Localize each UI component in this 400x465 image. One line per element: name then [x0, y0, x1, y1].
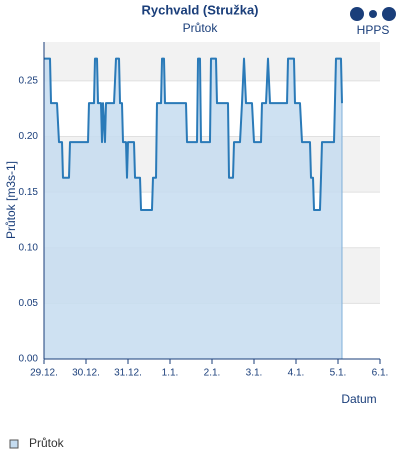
- x-tick-label: 6.1.: [372, 368, 389, 379]
- x-tick-label: 30.12.: [72, 368, 100, 379]
- x-tick-label: 5.1.: [330, 368, 347, 379]
- logo: HPPS: [350, 7, 396, 37]
- y-tick-label: 0.00: [19, 354, 39, 365]
- y-axis-label: Průtok [m3s-1]: [4, 161, 18, 239]
- x-axis-label: Datum: [341, 392, 376, 406]
- x-tick-label: 2.1.: [204, 368, 221, 379]
- y-tick-label: 0.05: [19, 298, 39, 309]
- x-tick-label: 29.12.: [30, 368, 58, 379]
- legend-swatch: [9, 439, 19, 449]
- x-tick-label: 31.12.: [114, 368, 142, 379]
- y-tick-label: 0.15: [19, 187, 39, 198]
- chart-title: Rychvald (Stružka): [141, 2, 258, 17]
- line: [44, 57, 343, 211]
- chart-subtitle: Průtok: [183, 21, 219, 35]
- legend-label: Průtok: [29, 436, 65, 450]
- x-tick-label: 3.1.: [246, 368, 263, 379]
- x-tick-label: 1.1.: [162, 368, 179, 379]
- y-tick-label: 0.25: [19, 76, 39, 87]
- x-tick-label: 4.1.: [288, 368, 305, 379]
- y-tick-label: 0.20: [19, 131, 39, 142]
- y-tick-label: 0.10: [19, 242, 39, 253]
- logo-text: HPPS: [357, 23, 390, 37]
